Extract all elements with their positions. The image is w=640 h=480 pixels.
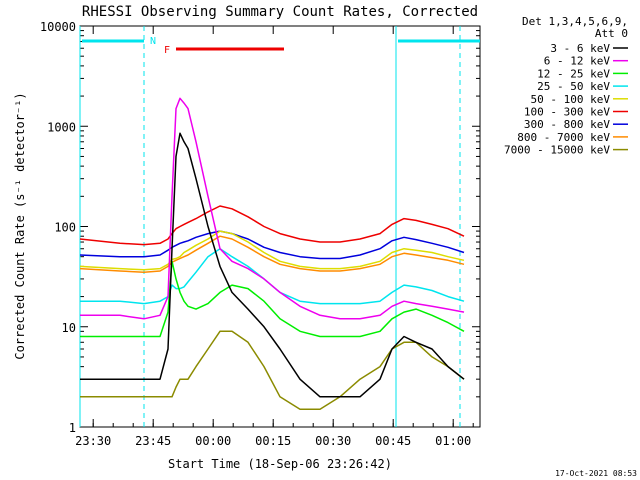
x-axis-label: Start Time (18-Sep-06 23:26:42) <box>168 457 392 471</box>
x-tick-label: 00:00 <box>195 434 231 448</box>
timestamp: 17-Oct-2021 08:53 <box>555 469 637 478</box>
y-axis-label: Corrected Count Rate (s⁻¹ detector⁻¹) <box>13 92 27 359</box>
x-tick-label: 00:45 <box>375 434 411 448</box>
y-tick-label: 100 <box>54 221 76 235</box>
chart-title: RHESSI Observing Summary Count Rates, Co… <box>82 4 478 20</box>
legend-entry-label: 7000 - 15000 keV <box>504 144 610 157</box>
flare-flag-label: F <box>164 45 170 56</box>
legend-entry-label: 300 - 800 keV <box>524 118 610 131</box>
legend-entry-label: 6 - 12 keV <box>544 55 611 68</box>
x-tick-label: 23:45 <box>135 434 171 448</box>
y-tick-label: 10 <box>62 321 76 335</box>
y-tick-label: 1000 <box>47 120 76 134</box>
y-tick-label: 10000 <box>40 20 76 34</box>
legend-entry-label: 100 - 300 keV <box>524 106 610 119</box>
legend-entry-label: 800 - 7000 keV <box>517 131 610 144</box>
series-line-7000-15000-kev <box>80 330 465 411</box>
legend-entry-label: 12 - 25 keV <box>537 67 610 80</box>
plot-area: 1 10 100 1000 10000 23:30 23:45 00:00 00:15 00:30… <box>40 20 481 448</box>
x-tick-label: 01:00 <box>435 434 471 448</box>
legend-entry-label: 3 - 6 keV <box>550 42 610 55</box>
x-tick-label: 00:30 <box>315 434 351 448</box>
y-tick-label: 1 <box>69 421 76 435</box>
legend-header: Det 1,3,4,5,6,9, <box>522 15 628 28</box>
series-line-3-6-kev <box>80 132 465 398</box>
night-flag-label: N <box>150 36 156 47</box>
series-line-6-12-kev <box>80 97 465 320</box>
legend-entry-label: 25 - 50 keV <box>537 80 610 93</box>
legend-entry-label: 50 - 100 keV <box>531 93 611 106</box>
x-tick-label: 23:30 <box>75 434 111 448</box>
legend-header: Att 0 <box>595 27 628 40</box>
x-tick-label: 00:15 <box>255 434 291 448</box>
